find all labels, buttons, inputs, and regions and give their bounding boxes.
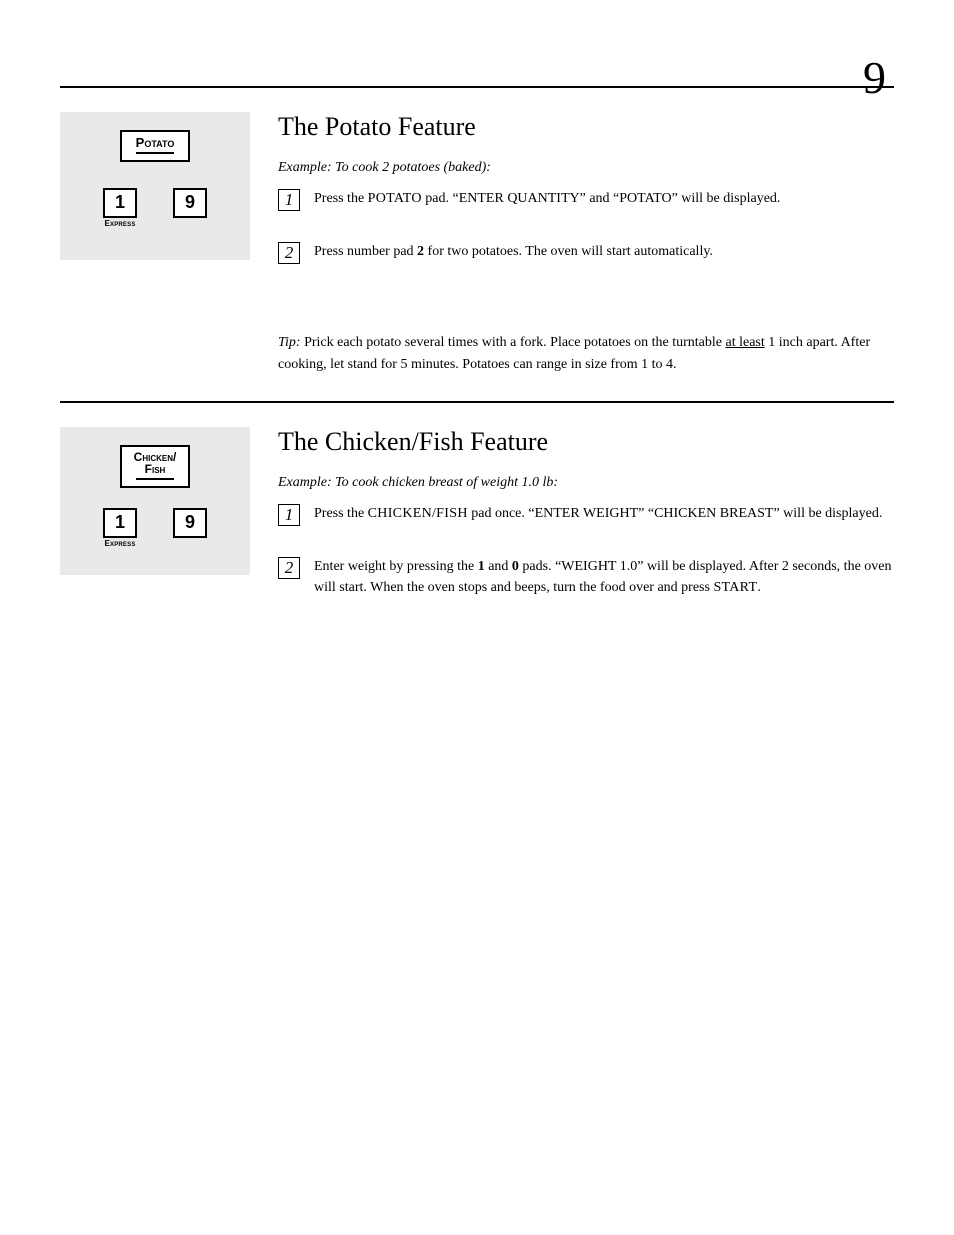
page-number: 9 [863, 51, 886, 104]
potato-button[interactable]: Potato [120, 130, 190, 162]
digit-9-button[interactable]: 9 [173, 508, 207, 538]
potato-step-1-text: Press the POTATO pad. “ENTER QUANTITY” a… [314, 188, 780, 210]
step-number-icon: 1 [278, 189, 300, 211]
potato-step-2: 2 Press number pad 2 for two potatoes. T… [278, 241, 894, 264]
digit-9-button[interactable]: 9 [173, 188, 207, 218]
button-underline [136, 152, 174, 154]
step-number-icon: 2 [278, 242, 300, 264]
chicken-button-label-2: Fish [134, 463, 177, 476]
potato-button-label: Potato [136, 135, 175, 150]
chicken-title: The Chicken/Fish Feature [278, 427, 894, 457]
section-rule [60, 86, 894, 88]
chicken-example: Example: To cook chicken breast of weigh… [278, 475, 894, 491]
step-number-icon: 2 [278, 557, 300, 579]
digit-row: 1 Express 9 [103, 508, 207, 548]
chicken-fish-button[interactable]: Chicken/ Fish [120, 445, 191, 488]
digit-1-button[interactable]: 1 [103, 188, 137, 218]
step-number-icon: 1 [278, 504, 300, 526]
digit-9-wrap: 9 [173, 188, 207, 218]
digit-1-sublabel: Express [104, 219, 135, 228]
tip-underlined: at least [726, 335, 765, 350]
potato-section: Potato 1 Express 9 The Potato Feature Ex… [60, 112, 894, 294]
potato-step-2-text: Press number pad 2 for two potatoes. The… [314, 241, 713, 263]
section-rule [60, 401, 894, 403]
digit-row: 1 Express 9 [103, 188, 207, 228]
chicken-panel: Chicken/ Fish 1 Express 9 [60, 427, 250, 575]
digit-1-button[interactable]: 1 [103, 508, 137, 538]
digit-1-sublabel: Express [104, 539, 135, 548]
chicken-step-1: 1 Press the CHICKEN/FISH pad once. “ENTE… [278, 503, 894, 526]
button-underline [136, 478, 175, 480]
potato-tip: Tip: Prick each potato several times wit… [278, 332, 894, 377]
potato-title: The Potato Feature [278, 112, 894, 142]
potato-panel: Potato 1 Express 9 [60, 112, 250, 260]
potato-step-1: 1 Press the POTATO pad. “ENTER QUANTITY”… [278, 188, 894, 211]
digit-1-wrap: 1 Express [103, 188, 137, 228]
chicken-step-2: 2 Enter weight by pressing the 1 and 0 p… [278, 556, 894, 599]
tip-label: Tip: [278, 335, 301, 350]
potato-example: Example: To cook 2 potatoes (baked): [278, 160, 894, 176]
potato-content: The Potato Feature Example: To cook 2 po… [250, 112, 894, 294]
digit-9-wrap: 9 [173, 508, 207, 538]
chicken-content: The Chicken/Fish Feature Example: To coo… [250, 427, 894, 629]
chicken-section: Chicken/ Fish 1 Express 9 The Chicken/Fi… [60, 427, 894, 629]
page-body: Potato 1 Express 9 The Potato Feature Ex… [0, 0, 954, 707]
chicken-step-1-text: Press the CHICKEN/FISH pad once. “ENTER … [314, 503, 882, 525]
digit-1-wrap: 1 Express [103, 508, 137, 548]
chicken-step-2-text: Enter weight by pressing the 1 and 0 pad… [314, 556, 894, 599]
